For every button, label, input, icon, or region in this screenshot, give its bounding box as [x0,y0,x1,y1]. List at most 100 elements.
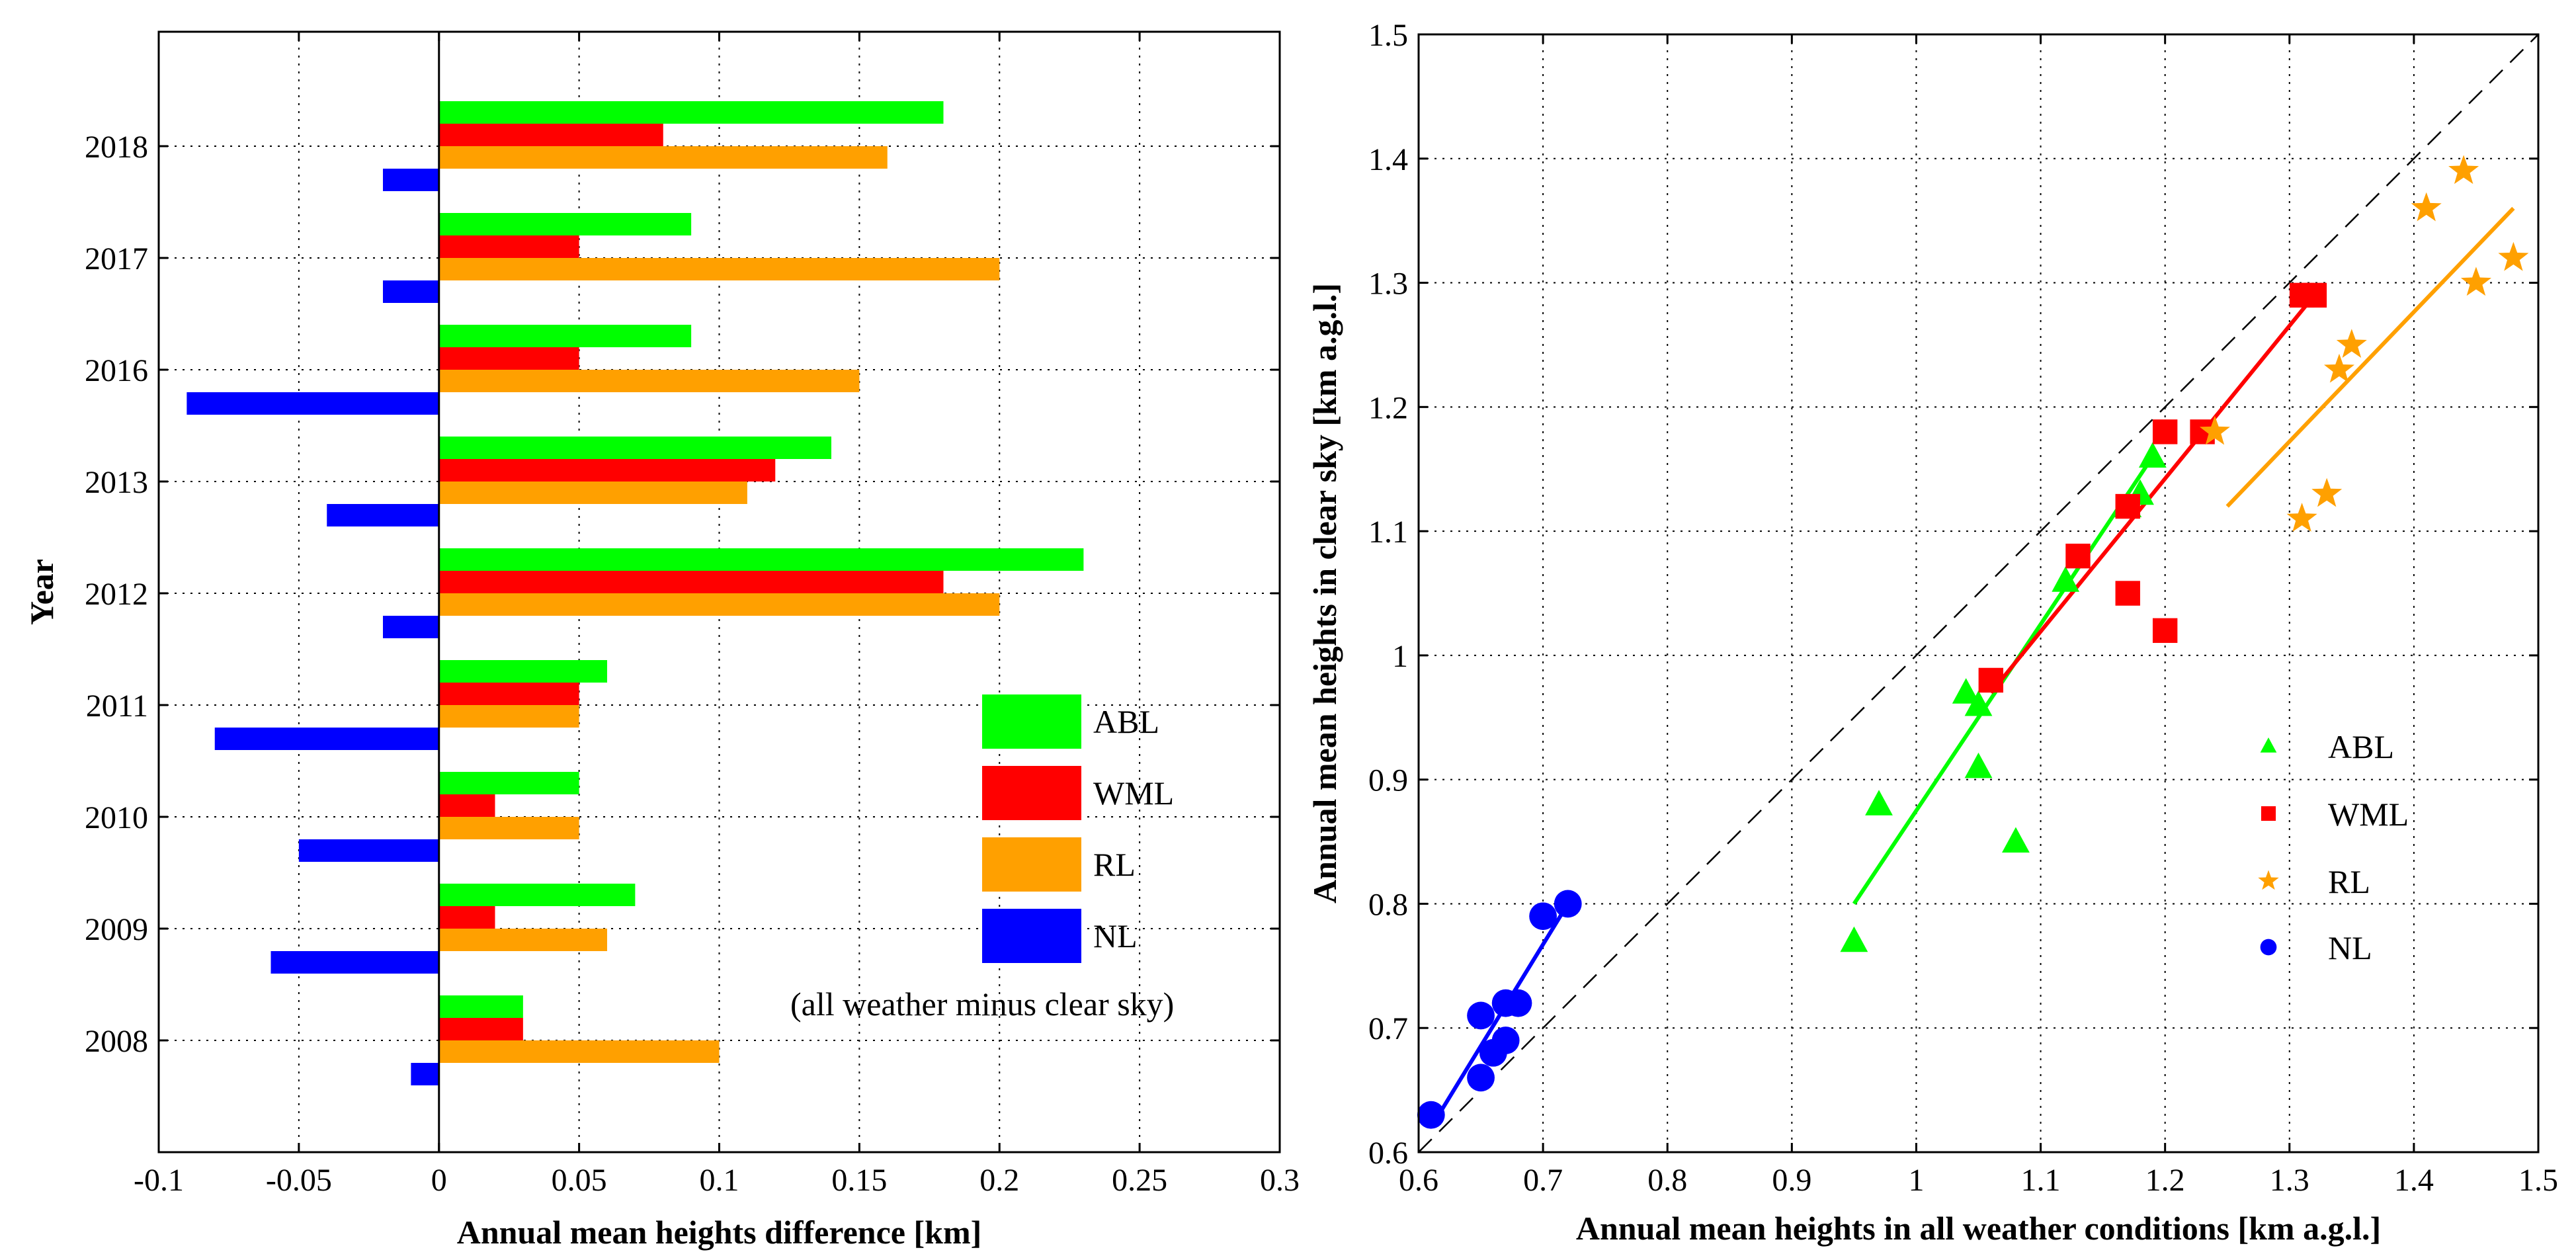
scatter-point-nl [1529,902,1558,931]
bar-abl-2013 [438,437,831,459]
bar-x-tick-label: 0.15 [831,1163,887,1198]
bar-abl-2012 [438,548,1084,571]
scatter-legend-marker-rl [2258,870,2279,890]
scatter-y-tick-label: 0.8 [1368,887,1408,922]
scatter-x-tick-label: 1.2 [2145,1163,2185,1198]
scatter-y-tick-label: 1 [1392,639,1408,674]
bar-y-tick-label: 2008 [85,1024,148,1059]
scatter-x-tick-label: 0.6 [1399,1163,1438,1198]
bar-rl-2008 [438,1040,720,1063]
scatter-fit-line-rl [2225,206,2515,508]
bar-abl-2018 [438,101,944,124]
scatter-legend-label-abl: ABL [2328,728,2394,765]
scatter-point-wml [1978,667,2004,693]
bar-y-tick-label: 2012 [85,577,148,612]
bar-rl-2013 [438,482,747,504]
bar-rl-2011 [438,705,579,728]
scatter-point-wml [2115,493,2140,519]
scatter-point-wml [2152,419,2178,444]
scatter-point-nl [1504,989,1532,1017]
scatter-y-tick-label: 1.4 [1368,142,1408,177]
bar-nl-2013 [327,504,439,526]
bar-legend-label-abl: ABL [1093,703,1159,740]
bar-nl-2016 [187,392,439,415]
scatter-y-tick-label: 0.6 [1368,1136,1408,1171]
scatter-point-abl [2052,566,2080,592]
scatter-one-to-one-line [1418,34,2539,1153]
scatter-x-tick-label: 0.7 [1523,1163,1563,1198]
bar-y-tick-label: 2017 [85,241,148,276]
bar-x-tick-label: 0.2 [979,1163,1019,1198]
scatter-legend-marker-abl [2260,737,2277,753]
bar-legend-label-rl: RL [1093,846,1136,883]
scatter-x-tick-label: 1.1 [2021,1163,2061,1198]
scatter-fit-line-wml [1989,294,2316,694]
scatter-point-abl [1964,752,1993,778]
scatter-point-abl [1964,691,1993,716]
scatter-point-wml [2302,282,2327,308]
scatter-point-abl [1865,790,1893,816]
bar-nl-2011 [214,728,439,750]
scatter-x-tick-label: 1 [1908,1163,1924,1198]
scatter-legend-label-wml: WML [2328,796,2409,833]
bar-rl-2017 [438,258,1000,280]
bar-legend-swatch-rl [982,837,1081,892]
bar-abl-2010 [438,772,579,794]
bar-wml-2017 [438,235,579,258]
bar-wml-2013 [438,459,776,482]
scatter-point-abl [2002,827,2030,853]
scatter-point-nl [1491,1027,1520,1054]
bar-wml-2010 [438,794,495,817]
scatter-fit-line-nl [1429,902,1570,1129]
bar-x-tick-label: -0.05 [266,1163,332,1198]
scatter-legend-marker-nl [2260,939,2277,956]
bar-x-tick-label: 0 [431,1163,447,1198]
scatter-legend-marker-wml [2261,806,2276,821]
bar-wml-2011 [438,683,579,705]
bar-x-tick-label: 0.1 [700,1163,739,1198]
bar-y-tick-label: 2018 [85,130,148,165]
scatter-point-nl [1467,1001,1495,1030]
scatter-point-wml [2152,618,2178,644]
scatter-point-rl [2324,353,2354,383]
bar-nl-2009 [270,951,439,974]
bar-nl-2010 [298,839,439,862]
bar-rl-2018 [438,146,888,169]
bar-wml-2008 [438,1018,523,1040]
bar-x-tick-label: -0.1 [134,1163,184,1198]
scatter-point-rl [2311,478,2343,507]
bar-y-tick-label: 2011 [86,689,148,724]
scatter-y-axis-label: Annual mean heights in clear sky [km a.g… [1306,283,1343,903]
scatter-point-abl [1952,678,1980,704]
bar-chart-height-difference: -0.1 -0.05 0 0.05 0.1 0.15 0.2 0.25 0.3 2018 2017 2… [23,30,1300,1251]
bar-rl-2012 [438,593,1000,616]
scatter-point-nl [1417,1101,1445,1129]
bar-wml-2012 [438,571,944,593]
bar-annotation: (all weather minus clear sky) [790,985,1174,1023]
scatter-y-tick-label: 1.5 [1368,18,1408,53]
scatter-x-tick-label: 1.5 [2518,1163,2558,1198]
scatter-point-nl [1554,890,1582,918]
bar-legend-label-nl: NL [1093,917,1138,954]
scatter-legend-label-nl: NL [2328,929,2372,966]
bar-y-tick-label: 2013 [85,465,148,500]
bar-y-tick-label: 2010 [85,800,148,835]
bar-abl-2008 [438,995,523,1018]
scatter-legend-label-rl: RL [2328,863,2370,900]
bar-abl-2011 [438,660,607,683]
bar-wml-2009 [438,906,495,929]
bar-nl-2017 [383,280,439,303]
scatter-point-abl [1840,926,1868,952]
bar-rl-2009 [438,929,607,951]
bar-nl-2012 [383,616,439,638]
scatter-x-axis-label: Annual mean heights in all weather condi… [1576,1210,2381,1247]
bar-x-tick-label: 0.25 [1112,1163,1167,1198]
bar-abl-2016 [438,325,692,347]
scatter-y-tick-label: 1.3 [1368,267,1408,302]
bar-legend-swatch-wml [982,766,1081,820]
scatter-x-tick-label: 0.8 [1647,1163,1687,1198]
bar-wml-2016 [438,347,579,370]
bar-rl-2010 [438,817,579,839]
scatter-point-rl [2498,241,2529,271]
